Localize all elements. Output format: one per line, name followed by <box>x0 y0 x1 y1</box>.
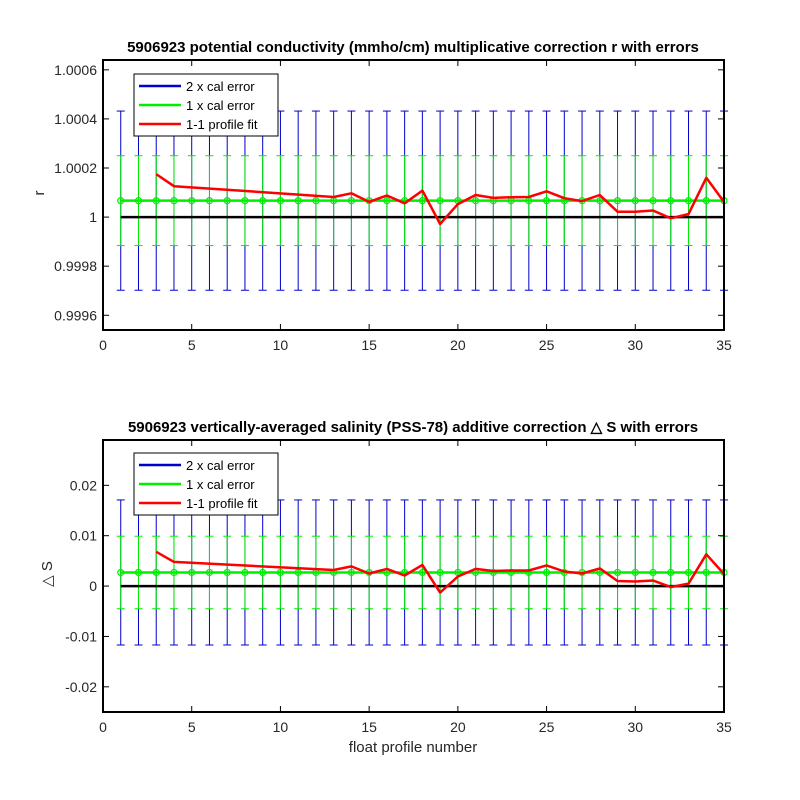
top-x-tick-label: 10 <box>273 337 289 353</box>
bottom-x-tick-label: 30 <box>627 719 643 735</box>
bottom-calibration-marker <box>170 568 178 577</box>
top-axis-ticks: 0 5 10 15 20 25 30 35 0.9996 0.9998 1 1.0002 1.0004 1… <box>54 60 732 353</box>
bottom-calibration-marker <box>276 568 285 577</box>
bottom-y-tick-label: -0.02 <box>65 679 97 695</box>
bottom-x-axis-label: float profile number <box>349 739 477 756</box>
bottom-axes-box <box>102 439 725 713</box>
bottom-x-tick-label: 15 <box>361 719 377 735</box>
top-calibration-marker <box>472 197 480 205</box>
bottom-calibration-marker <box>631 568 639 577</box>
top-profile-fit-line <box>155 173 726 226</box>
top-x-tick-label: 20 <box>450 337 466 353</box>
top-calibration-marker <box>188 197 196 205</box>
bottom-calibration-marker <box>667 568 675 577</box>
top-x-tick-label: 30 <box>627 337 643 353</box>
top-calibration-marker <box>596 197 604 205</box>
top-calibration-marker <box>117 197 125 205</box>
top-calibration-marker <box>241 197 249 205</box>
bottom-axis-ticks: 0 5 10 15 20 25 30 35 -0.02 -0.01 0 0.01 0.02 <box>65 440 732 735</box>
top-x-tick-label: 25 <box>539 337 555 353</box>
top-calibration-marker <box>347 197 355 205</box>
top-y-tick-label: 1.0004 <box>54 111 97 127</box>
bottom-calibration-marker <box>702 568 710 577</box>
bottom-axes: 5906923 vertically-averaged salinity (PS… <box>39 419 732 756</box>
bottom-calibration-marker <box>649 568 657 577</box>
top-calibration-marker <box>613 197 622 205</box>
bottom-calibration-marker <box>418 568 426 577</box>
top-chart-title: 5906923 potential conductivity (mmho/cm)… <box>127 39 699 56</box>
top-calibration-marker <box>631 197 639 205</box>
bottom-calibration-marker <box>134 568 143 577</box>
bottom-x-tick-label: 5 <box>188 719 196 735</box>
bottom-calibration-marker <box>347 568 355 577</box>
bottom-calibration-marker <box>489 568 497 577</box>
top-calibration-marker <box>684 197 693 205</box>
top-axes-box <box>102 59 725 331</box>
bottom-calibration-marker <box>205 568 214 577</box>
top-x-tick-label: 0 <box>99 337 107 353</box>
bottom-calibration-marker <box>542 568 551 577</box>
top-y-tick-label: 0.9998 <box>54 258 97 274</box>
bottom-y-tick-label: 0 <box>89 578 97 594</box>
top-calibration-marker <box>649 197 657 205</box>
top-calibration-marker <box>205 197 214 205</box>
bottom-legend-label-fit: 1-1 profile fit <box>186 496 258 511</box>
top-calibration-marker <box>294 197 302 205</box>
top-x-tick-label: 5 <box>188 337 196 353</box>
bottom-y-tick-label: 0.02 <box>70 477 97 493</box>
bottom-calibration-marker <box>117 568 125 577</box>
bottom-legend: 2 x cal error 1 x cal error 1-1 profile … <box>133 452 279 516</box>
bottom-y-tick-label: 0.01 <box>70 528 97 544</box>
top-calibration-marker <box>134 197 143 205</box>
bottom-chart-title: 5906923 vertically-averaged salinity (PS… <box>128 419 698 436</box>
top-legend-label-fit: 1-1 profile fit <box>186 117 258 132</box>
top-x-tick-label: 35 <box>716 337 732 353</box>
bottom-legend-label-one-cal: 1 x cal error <box>186 477 255 492</box>
bottom-profile-fit-line <box>155 550 725 594</box>
top-legend-label-one-cal: 1 x cal error <box>186 98 255 113</box>
top-calibration-marker <box>276 197 285 205</box>
top-axes: 5906923 potential conductivity (mmho/cm)… <box>31 39 732 353</box>
bottom-calibration-marker <box>259 568 267 577</box>
top-calibration-marker <box>702 197 710 205</box>
bottom-calibration-marker <box>436 568 444 577</box>
top-calibration-marker <box>312 197 320 205</box>
top-calibration-marker <box>223 197 231 205</box>
bottom-calibration-marker <box>223 568 231 577</box>
top-calibration-marker <box>383 197 391 205</box>
top-legend-label-two-cal: 2 x cal error <box>186 79 255 94</box>
bottom-x-tick-label: 0 <box>99 719 107 735</box>
bottom-x-tick-label: 20 <box>450 719 466 735</box>
bottom-x-tick-label: 35 <box>716 719 732 735</box>
bottom-calibration-marker <box>188 568 196 577</box>
bottom-calibration-marker <box>294 568 302 577</box>
bottom-legend-label-two-cal: 2 x cal error <box>186 458 255 473</box>
top-y-tick-label: 0.9996 <box>54 307 97 323</box>
bottom-x-tick-label: 10 <box>273 719 289 735</box>
top-y-tick-label: 1 <box>89 209 97 225</box>
bottom-x-tick-label: 25 <box>539 719 555 735</box>
bottom-y-axis-label: △ S <box>39 561 56 587</box>
top-legend: 2 x cal error 1 x cal error 1-1 profile … <box>133 73 279 137</box>
top-calibration-marker <box>418 197 426 205</box>
top-y-tick-label: 1.0006 <box>54 62 97 78</box>
bottom-calibration-marker <box>613 568 622 577</box>
top-calibration-marker <box>436 197 444 205</box>
top-calibration-marker <box>152 197 160 205</box>
top-calibration-marker <box>542 197 551 205</box>
top-y-axis-label: r <box>31 191 48 196</box>
bottom-calibration-marker <box>241 568 249 577</box>
top-y-tick-label: 1.0002 <box>54 160 97 176</box>
bottom-calibration-marker <box>152 568 160 577</box>
bottom-calibration-marker <box>684 568 693 577</box>
top-calibration-marker <box>170 197 178 205</box>
top-calibration-marker <box>259 197 267 205</box>
top-calibration-marker <box>667 197 675 205</box>
top-x-tick-label: 15 <box>361 337 377 353</box>
bottom-y-tick-label: -0.01 <box>65 628 97 644</box>
